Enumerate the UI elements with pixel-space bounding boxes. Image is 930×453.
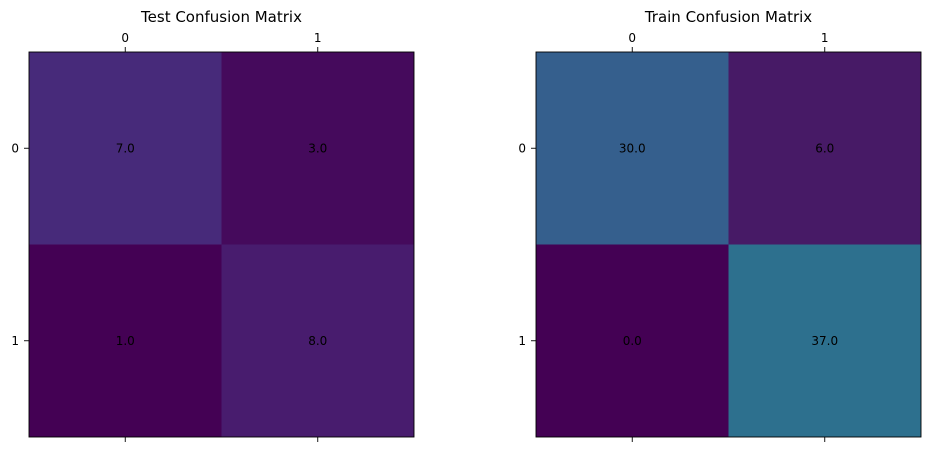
- matrix-1-y-tick-label-1: 1: [518, 334, 526, 348]
- matrix-0-value-label-1-1: 8.0: [308, 334, 327, 348]
- matrix-1-value-label-0-0: 30.0: [619, 141, 646, 155]
- matrix-0-y-tick-label-0: 0: [11, 141, 19, 155]
- matrix-1-cell-0-0: [536, 52, 729, 245]
- matrix-1-y-tick-label-0: 0: [518, 141, 526, 155]
- matrix-0-cell-1-0: [29, 244, 222, 437]
- matrix-1-frame: [535, 51, 922, 438]
- matrix-1-cell-1-1: [728, 244, 921, 437]
- matrix-1-cell-0-1: [728, 52, 921, 245]
- matrix-0-title: Test Confusion Matrix: [140, 8, 302, 26]
- matrix-0-cell-1-1: [221, 244, 414, 437]
- matrix-0-cell-0-0: [29, 52, 222, 245]
- matrix-1-x-tick-label-0: 0: [628, 31, 636, 45]
- matrix-0-x-tick-label-0: 0: [121, 31, 129, 45]
- matrix-0-value-label-1-0: 1.0: [116, 334, 135, 348]
- matrix-0-cell-0-1: [221, 52, 414, 245]
- matrix-1-value-label-1-1: 37.0: [811, 334, 838, 348]
- matrix-0-value-label-0-0: 7.0: [116, 141, 135, 155]
- matrix-0-x-tick-label-1: 1: [314, 31, 322, 45]
- matrix-1-x-tick-label-1: 1: [821, 31, 829, 45]
- matrix-1-cell-1-0: [536, 244, 729, 437]
- matrix-1-value-label-1-0: 0.0: [623, 334, 642, 348]
- matrix-0-frame: [28, 51, 415, 438]
- matrix-1-title: Train Confusion Matrix: [644, 8, 812, 26]
- matrix-1-value-label-0-1: 6.0: [815, 141, 834, 155]
- matrix-0-y-tick-label-1: 1: [11, 334, 19, 348]
- matrix-0-value-label-0-1: 3.0: [308, 141, 327, 155]
